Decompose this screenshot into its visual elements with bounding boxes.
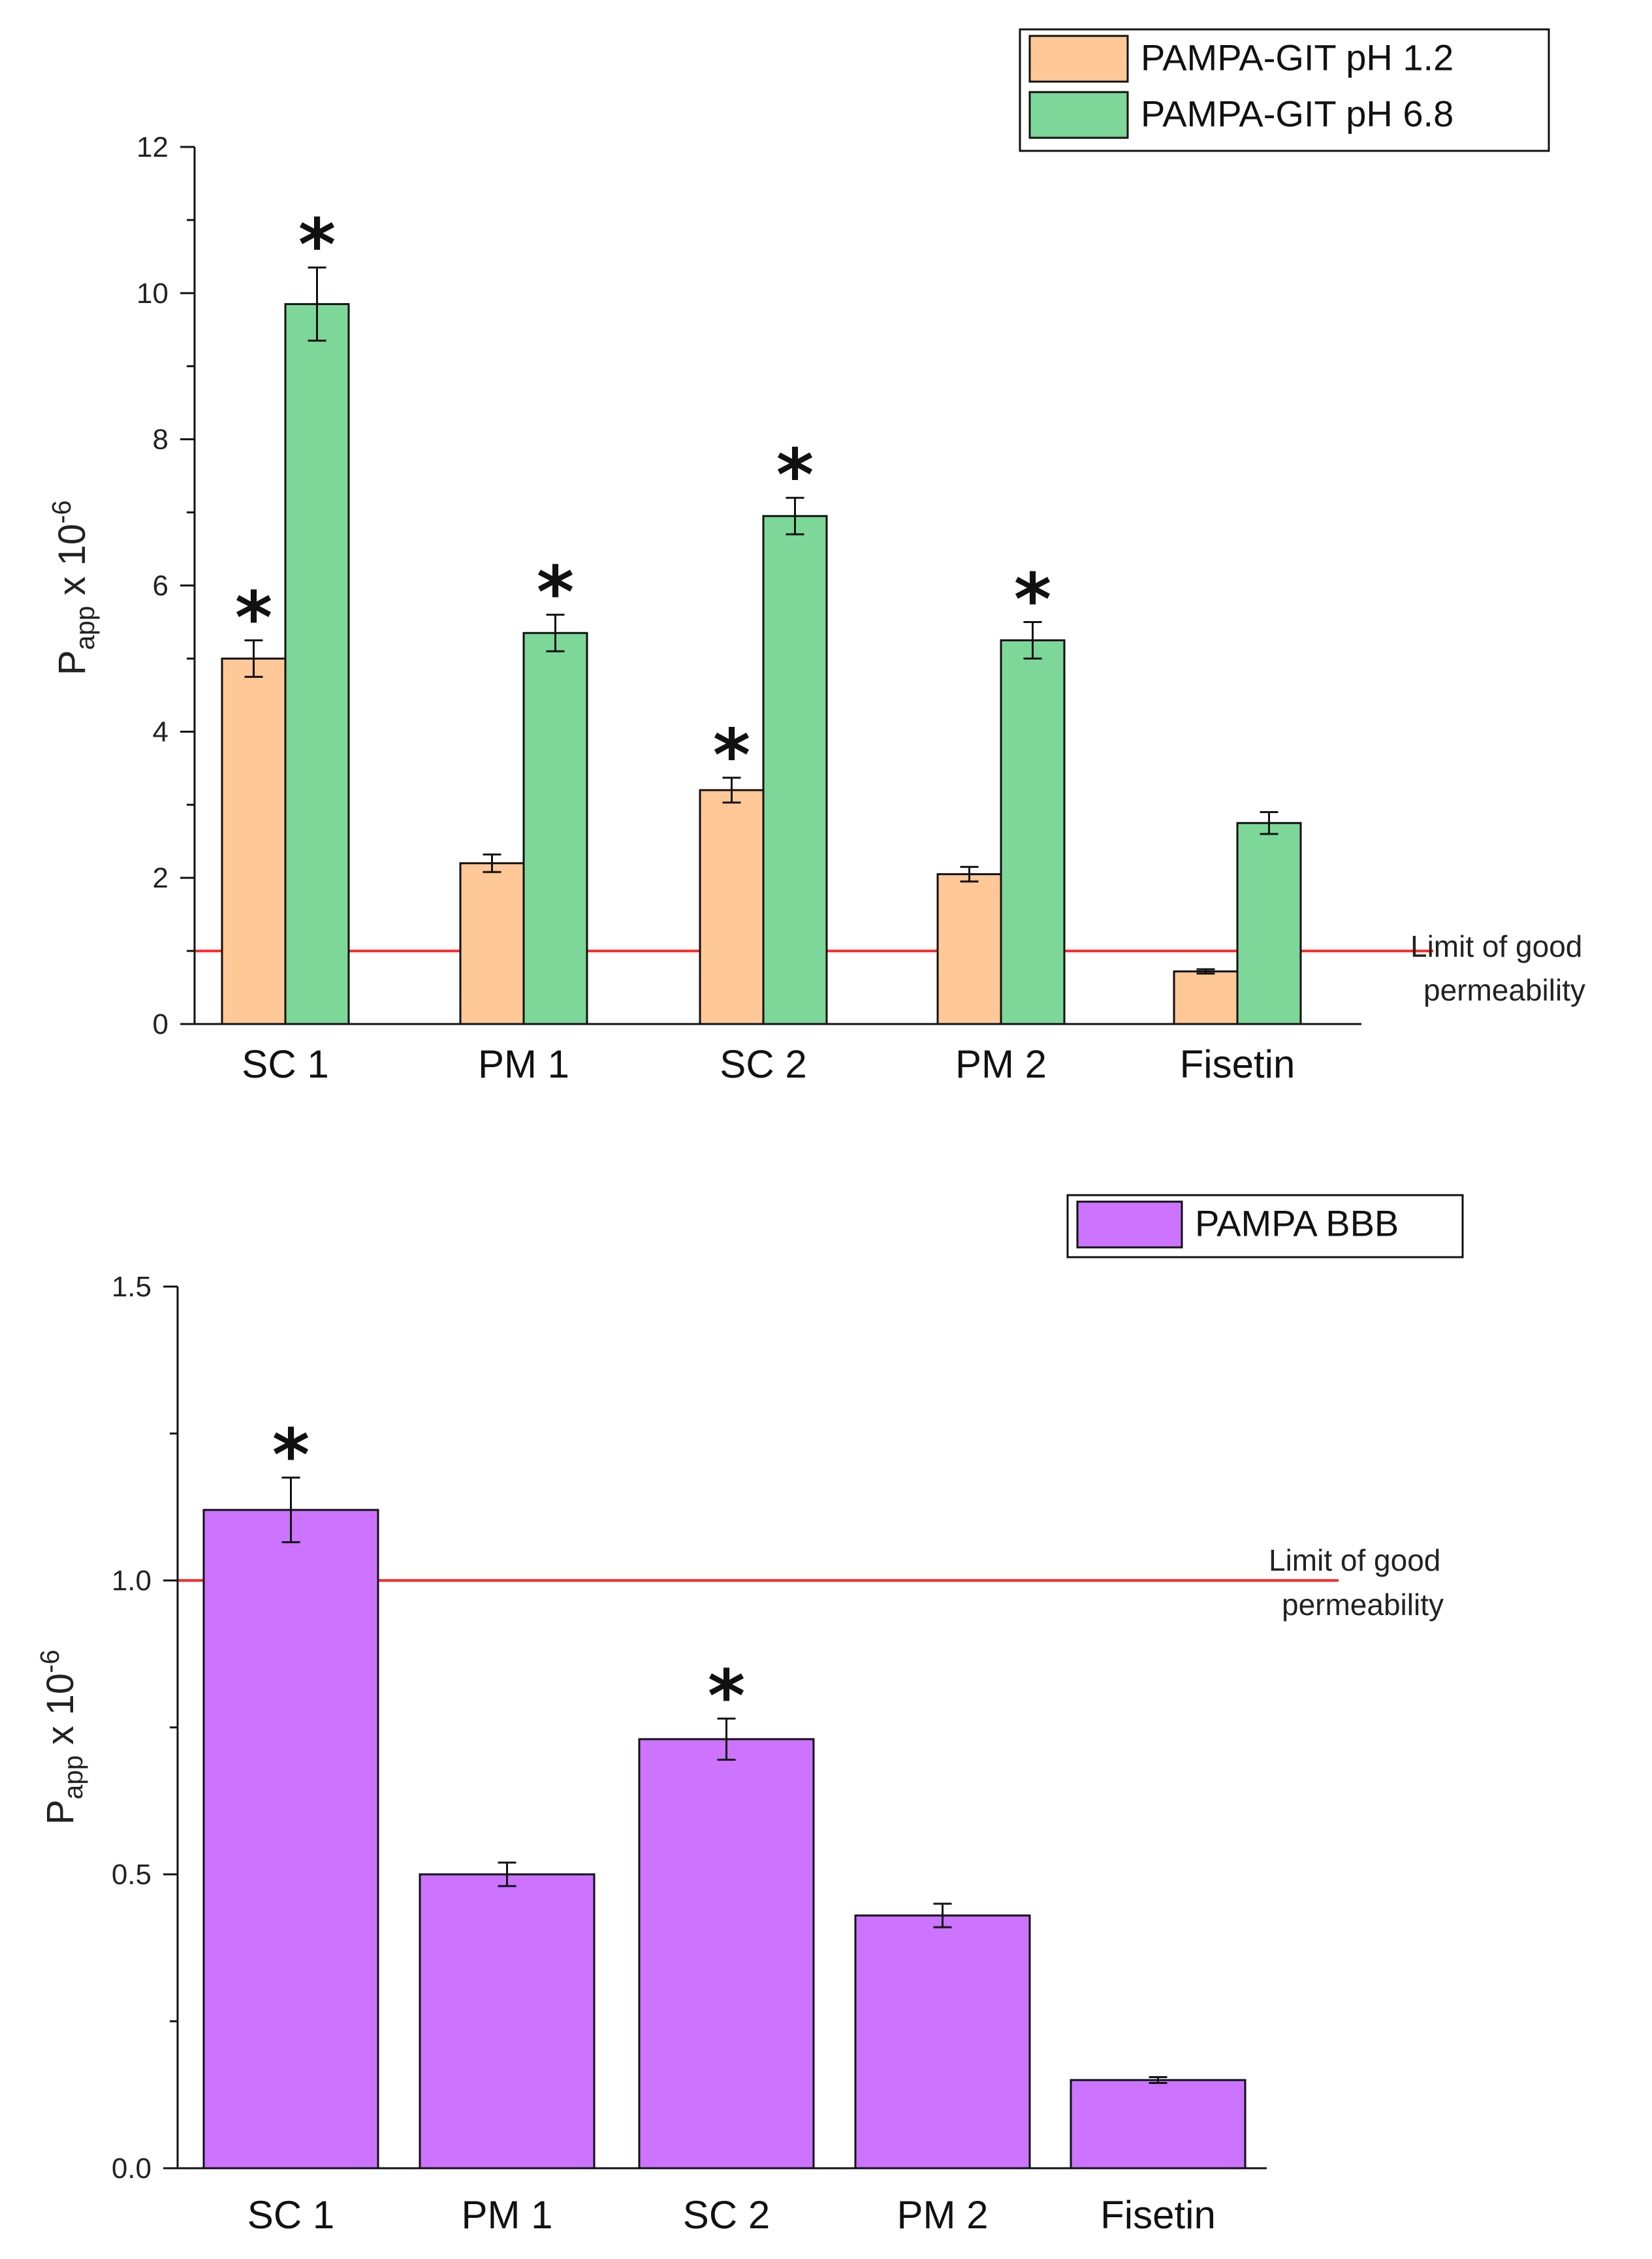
- bar: [221, 657, 287, 1025]
- significance-star: *: [1014, 558, 1052, 641]
- y-tick-label: 0.0: [112, 2153, 151, 2185]
- y-tick-label: 6: [153, 570, 168, 602]
- legend-label: PAMPA-GIT pH 6.8: [1141, 93, 1453, 135]
- reference-label-line2: permeability: [1282, 1588, 1444, 1622]
- y-tick-label: 12: [136, 131, 168, 163]
- bar: [459, 862, 525, 1025]
- reference-label-line2: permeability: [1423, 973, 1585, 1007]
- reference-label-line1: Limit of good: [1269, 1543, 1440, 1577]
- bottom-chart: Limit of good permeability * SC 1 PM 1 * SC 2 P…: [35, 1194, 1464, 2237]
- x-tick-label: SC 2: [683, 2193, 770, 2237]
- y-tick-label: 1.5: [112, 1271, 151, 1303]
- x-tick-label: SC 1: [247, 2193, 334, 2237]
- y-tick-label: 0.5: [112, 1859, 151, 1891]
- significance-star: *: [272, 1413, 310, 1497]
- bar: [1070, 2079, 1247, 2170]
- top-chart: Limit of good permeability * * SC 1 * PM 1 * * SC…: [46, 28, 1585, 1086]
- x-tick-label: PM 1: [461, 2193, 552, 2237]
- y-axis-label: Papp x 10-6: [35, 1650, 88, 1825]
- bar: [936, 873, 1002, 1025]
- y-axis-label: Papp x 10-6: [46, 500, 100, 675]
- bar: [638, 1738, 815, 2170]
- bar: [1000, 639, 1066, 1025]
- bar: [699, 789, 765, 1025]
- bar: [1173, 970, 1239, 1025]
- y-tick-label: 10: [136, 278, 168, 310]
- x-tick-label: Fisetin: [1100, 2193, 1216, 2237]
- x-tick-label: PM 2: [955, 1042, 1047, 1086]
- y-tick-label: 1.0: [112, 1565, 151, 1597]
- significance-star: *: [235, 576, 273, 660]
- y-tick-label: 8: [153, 424, 168, 456]
- legend-label: PAMPA BBB: [1195, 1203, 1399, 1244]
- bar: [284, 303, 350, 1025]
- legend-swatch: [1028, 35, 1129, 83]
- y-tick-label: 2: [153, 862, 168, 894]
- x-tick-label: Fisetin: [1180, 1042, 1295, 1086]
- bar: [522, 632, 588, 1025]
- significance-star: *: [708, 1654, 746, 1738]
- x-tick-label: PM 2: [897, 2193, 988, 2237]
- legend-swatch: [1076, 1200, 1183, 1249]
- significance-star: *: [776, 434, 814, 517]
- x-tick-label: SC 1: [242, 1042, 328, 1086]
- bar: [419, 1873, 596, 2170]
- y-tick-label: 4: [153, 716, 168, 748]
- bar: [854, 1914, 1031, 2170]
- legend-swatch: [1028, 91, 1129, 139]
- y-tick-label: 0: [153, 1008, 168, 1040]
- significance-star: *: [298, 203, 336, 287]
- significance-star: *: [713, 713, 751, 797]
- reference-label-line1: Limit of good: [1410, 929, 1582, 963]
- bar: [202, 1509, 379, 2170]
- x-tick-label: SC 2: [720, 1042, 806, 1086]
- bar: [762, 515, 828, 1025]
- legend-label: PAMPA-GIT pH 1.2: [1141, 37, 1453, 78]
- x-tick-label: PM 1: [478, 1042, 569, 1086]
- bar: [1236, 822, 1302, 1025]
- significance-star: *: [537, 551, 575, 634]
